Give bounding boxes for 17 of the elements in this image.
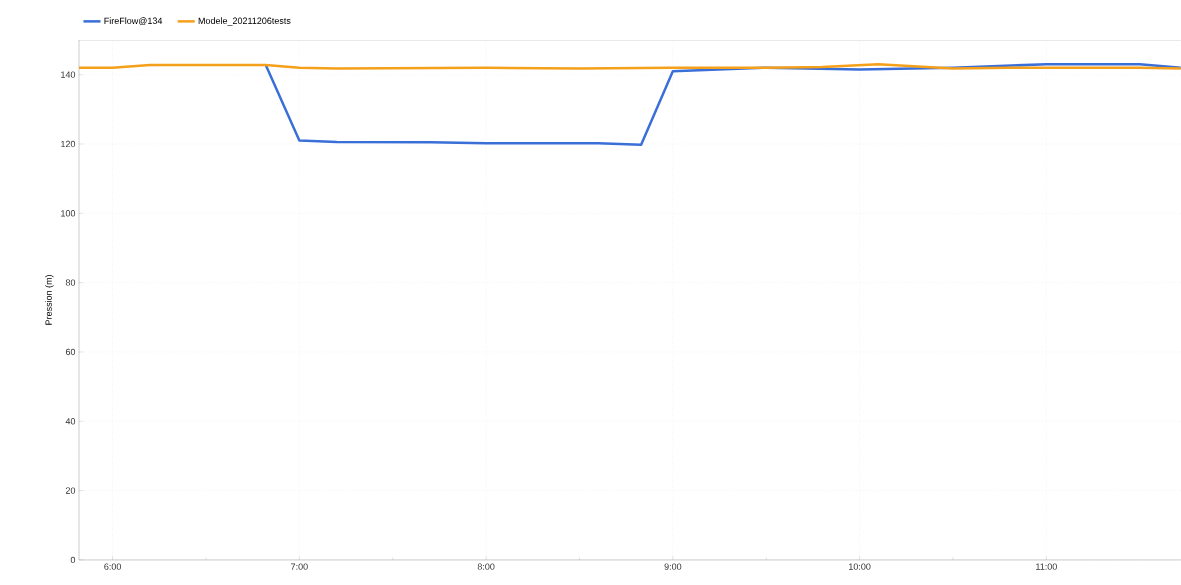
x-tick-label: 9:00 (664, 563, 682, 570)
legend-label: FireFlow@134 (104, 17, 163, 26)
x-tick-label: 11:00 (1036, 563, 1057, 570)
y-tick-label: 100 (61, 210, 76, 217)
y-tick-label: 120 (61, 140, 76, 148)
x-tick-label: 6:00 (104, 563, 122, 570)
y-tick-label: 20 (65, 487, 76, 494)
y-tick-label: 0 (70, 556, 76, 564)
x-tick-label: 7:00 (291, 563, 308, 570)
x-tick-label: 8:00 (477, 563, 495, 570)
y-axis-title: Pression (m) (45, 275, 54, 325)
y-tick-label: 80 (65, 279, 76, 286)
y-tick-label: 140 (61, 71, 76, 78)
legend-label: Modele_20211206tests (198, 17, 291, 26)
y-tick-label: 60 (65, 348, 76, 356)
y-tick-label: 40 (65, 418, 76, 425)
x-tick-label: 10:00 (849, 563, 871, 570)
